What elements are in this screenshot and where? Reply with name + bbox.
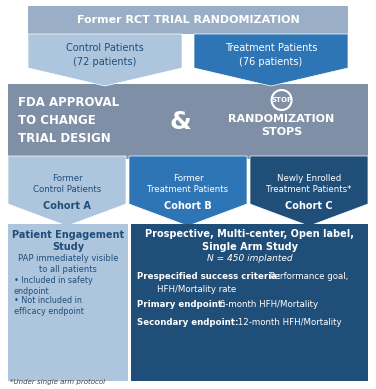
Text: • Not included in
efficacy endpoint: • Not included in efficacy endpoint — [14, 296, 84, 316]
Polygon shape — [8, 156, 126, 226]
Text: • Included in safety
endpoint: • Included in safety endpoint — [14, 276, 93, 296]
Text: Cohort B: Cohort B — [164, 201, 212, 211]
Text: Primary endpoint:: Primary endpoint: — [137, 300, 226, 309]
Text: Secondary endpoint:: Secondary endpoint: — [137, 318, 238, 327]
FancyBboxPatch shape — [8, 224, 128, 381]
Text: Control Patients
(72 patients): Control Patients (72 patients) — [66, 43, 144, 67]
Text: 12-month HFH/Mortality: 12-month HFH/Mortality — [235, 318, 342, 327]
Text: Prespecified success criteria:: Prespecified success criteria: — [137, 272, 280, 281]
FancyBboxPatch shape — [131, 224, 368, 381]
FancyBboxPatch shape — [8, 84, 368, 159]
Text: &: & — [170, 109, 192, 133]
Text: Former
Treatment Patients: Former Treatment Patients — [147, 174, 229, 194]
Text: Cohort C: Cohort C — [285, 201, 333, 211]
Text: PAP immediately visible
to all patients: PAP immediately visible to all patients — [18, 254, 118, 275]
Polygon shape — [250, 156, 368, 226]
Text: *Under single arm protocol: *Under single arm protocol — [10, 379, 105, 385]
Text: Cohort A: Cohort A — [43, 201, 91, 211]
Text: 6-month HFH/Mortality: 6-month HFH/Mortality — [217, 300, 318, 309]
FancyBboxPatch shape — [28, 6, 348, 34]
Text: STOP: STOP — [271, 97, 292, 103]
Text: Newly Enrolled
Treatment Patients*: Newly Enrolled Treatment Patients* — [266, 174, 352, 194]
Polygon shape — [129, 156, 247, 226]
Polygon shape — [28, 34, 182, 86]
Text: Patient Engagement
Study: Patient Engagement Study — [12, 230, 124, 252]
Text: Treatment Patients
(76 patients): Treatment Patients (76 patients) — [225, 43, 317, 67]
Text: Performance goal,: Performance goal, — [267, 272, 348, 281]
Text: HFH/Mortality rate: HFH/Mortality rate — [157, 285, 236, 294]
Text: Former RCT TRIAL RANDOMIZATION: Former RCT TRIAL RANDOMIZATION — [77, 15, 299, 25]
Text: Prospective, Multi-center, Open label,
Single Arm Study: Prospective, Multi-center, Open label, S… — [145, 229, 354, 252]
Polygon shape — [194, 34, 348, 86]
Text: Former
Control Patients: Former Control Patients — [33, 174, 101, 194]
Text: N = 450 implanted: N = 450 implanted — [207, 254, 292, 263]
Text: FDA APPROVAL
TO CHANGE
TRIAL DESIGN: FDA APPROVAL TO CHANGE TRIAL DESIGN — [18, 96, 119, 145]
Text: RANDOMIZATION
STOPS: RANDOMIZATION STOPS — [229, 114, 335, 137]
